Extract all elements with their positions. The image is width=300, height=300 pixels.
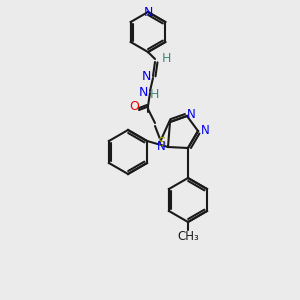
Text: N: N — [187, 107, 195, 121]
Text: N: N — [141, 70, 151, 83]
Text: CH₃: CH₃ — [177, 230, 199, 244]
Text: N: N — [143, 5, 153, 19]
Text: N: N — [138, 86, 148, 100]
Text: S: S — [157, 136, 165, 148]
Text: N: N — [201, 124, 209, 137]
Text: N: N — [157, 140, 165, 154]
Text: H: H — [161, 52, 171, 64]
Text: O: O — [129, 100, 139, 113]
Text: H: H — [149, 88, 159, 101]
